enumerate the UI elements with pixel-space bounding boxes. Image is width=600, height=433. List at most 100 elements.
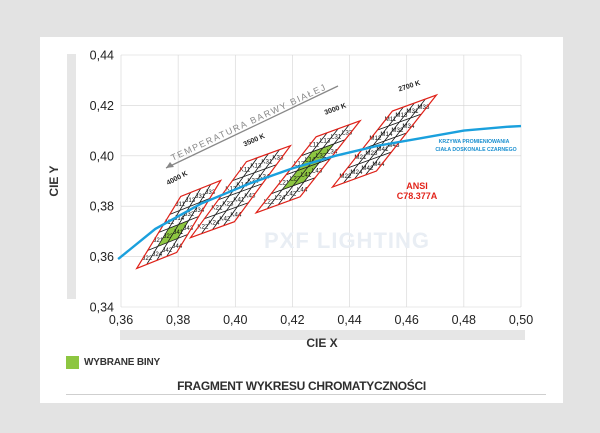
bin-label: L12 xyxy=(294,161,305,168)
bin-label: L21 xyxy=(279,180,290,187)
bin-label: J22 xyxy=(142,255,153,262)
caption-rule xyxy=(66,394,546,395)
y-tick-label: 0,36 xyxy=(90,250,114,264)
blackbody-label-line2: CIAŁA DOSKONALE CZARNEGO xyxy=(435,147,516,153)
bin-label: J11 xyxy=(175,201,185,208)
bin-label: M11 xyxy=(385,116,397,123)
bin-label: L44 xyxy=(297,187,308,194)
quadrangle-outline-m xyxy=(330,93,439,189)
chart-labels: CIE X CIE Y KRZYWA PROMIENIOWANIA CIAŁA DOS… xyxy=(47,80,517,350)
bin-label: J43 xyxy=(183,225,194,232)
y-tick-label: 0,34 xyxy=(90,301,114,315)
temperature-arrow xyxy=(165,85,339,169)
bin-label: J44 xyxy=(172,243,183,250)
cct-label: 3500 K xyxy=(243,133,266,149)
y-axis-strip xyxy=(67,54,76,299)
bin-label: J31 xyxy=(195,193,206,200)
ansi-standard-label: C78.377A xyxy=(397,191,438,201)
bin-label: K22 xyxy=(197,224,209,231)
y-tick-label: 0,44 xyxy=(90,49,114,63)
bin-label: K24 xyxy=(208,220,220,227)
bin-label: M14 xyxy=(380,131,393,138)
cct-label: 4000 K xyxy=(166,170,189,187)
bin-label: J42 xyxy=(162,247,173,254)
bin-label: M33 xyxy=(417,104,430,111)
bin-label: K41 xyxy=(233,197,245,204)
blackbody-line xyxy=(117,124,522,261)
bin-label: L23 xyxy=(290,176,301,183)
cct-label: 2700 K xyxy=(398,80,422,94)
bin-label: L13 xyxy=(320,138,331,145)
ansi-label: ANSI xyxy=(406,181,428,191)
bin-label: M12 xyxy=(369,135,382,142)
x-axis-label: CIE X xyxy=(306,336,337,350)
bin-label: K44 xyxy=(230,212,242,219)
bin-label: J41 xyxy=(173,229,184,236)
blackbody-curve xyxy=(117,124,522,261)
bin-label: K21 xyxy=(211,205,223,212)
x-tick-label: 0,46 xyxy=(395,313,419,327)
bin-label: M24 xyxy=(350,169,363,176)
bin-label: M21 xyxy=(354,154,367,161)
x-tick-label: 0,36 xyxy=(109,313,133,327)
x-axis-strip xyxy=(120,330,525,340)
quadrangle-outline-j xyxy=(135,179,223,270)
bin-label: L42 xyxy=(286,191,297,198)
bin-label: L43 xyxy=(312,168,323,175)
temperature-arrowhead xyxy=(166,162,174,168)
bin-label: M42 xyxy=(361,165,374,172)
bin-label: M41 xyxy=(376,146,389,153)
y-tick-label: 0,40 xyxy=(90,149,114,163)
bin-label: J23 xyxy=(163,233,174,240)
y-tick-label: 0,38 xyxy=(90,200,114,214)
bin-label: J33 xyxy=(205,189,216,196)
watermark: PXF LIGHTING xyxy=(264,228,430,253)
bin-label: M23 xyxy=(365,150,378,157)
bin-label: M34 xyxy=(402,123,415,130)
bin-label: K33 xyxy=(272,155,284,162)
bin-label: K43 xyxy=(244,193,256,200)
bin-label: M32 xyxy=(391,127,404,134)
bin-label: M13 xyxy=(395,112,408,119)
bin-label: K14 xyxy=(236,182,248,189)
bin-label: M31 xyxy=(406,108,419,115)
bin-label: L34 xyxy=(327,149,338,156)
temperature-arrow-label: TEMPERATURA BARWY BIAŁEJ xyxy=(169,82,328,163)
bin-label: L41 xyxy=(301,172,312,179)
bin-label: J32 xyxy=(184,211,195,218)
quadrangle-outline-k xyxy=(188,144,293,239)
y-axis-label: CIE Y xyxy=(47,165,61,196)
bin-label: L14 xyxy=(305,157,316,164)
bin-label: K31 xyxy=(261,159,273,166)
x-tick-label: 0,40 xyxy=(223,313,247,327)
axis-ticks: 0,36 0,38 0,40 0,42 0,44 0,46 0,48 0,500,340,36… xyxy=(90,49,534,328)
chart-card xyxy=(40,37,563,403)
bin-label: L11 xyxy=(309,142,319,149)
blackbody-label-line1: KRZYWA PROMIENIOWANIA xyxy=(439,139,510,145)
watermark-text: PXF LIGHTING xyxy=(264,228,430,253)
bin-label: K12 xyxy=(225,186,237,193)
chart-caption: FRAGMENT WYKRESU CHROMATYCZNOŚCI xyxy=(177,379,426,393)
legend-swatch-selected xyxy=(66,356,79,369)
bin-label: K13 xyxy=(250,163,262,170)
bin-label: L22 xyxy=(264,199,275,206)
legend-label: WYBRANE BINY xyxy=(84,357,160,368)
bin-label: L24 xyxy=(275,195,286,202)
bin-label: L32 xyxy=(316,153,327,160)
x-tick-label: 0,44 xyxy=(337,313,361,327)
bin-label: L33 xyxy=(342,130,353,137)
y-tick-label: 0,42 xyxy=(90,99,114,113)
bin-label: J21 xyxy=(153,237,164,244)
bin-label: J24 xyxy=(152,251,163,258)
bin-label: M43 xyxy=(387,142,400,149)
grid xyxy=(120,54,522,308)
bin-label: K23 xyxy=(222,201,234,208)
bin-label: M22 xyxy=(339,173,352,180)
bin-label: M44 xyxy=(372,161,385,168)
bin-label: L31 xyxy=(331,134,342,141)
cct-label: 3000 K xyxy=(324,102,348,116)
x-tick-label: 0,38 xyxy=(166,313,190,327)
bin-label: K11 xyxy=(240,167,251,174)
x-tick-label: 0,48 xyxy=(452,313,476,327)
